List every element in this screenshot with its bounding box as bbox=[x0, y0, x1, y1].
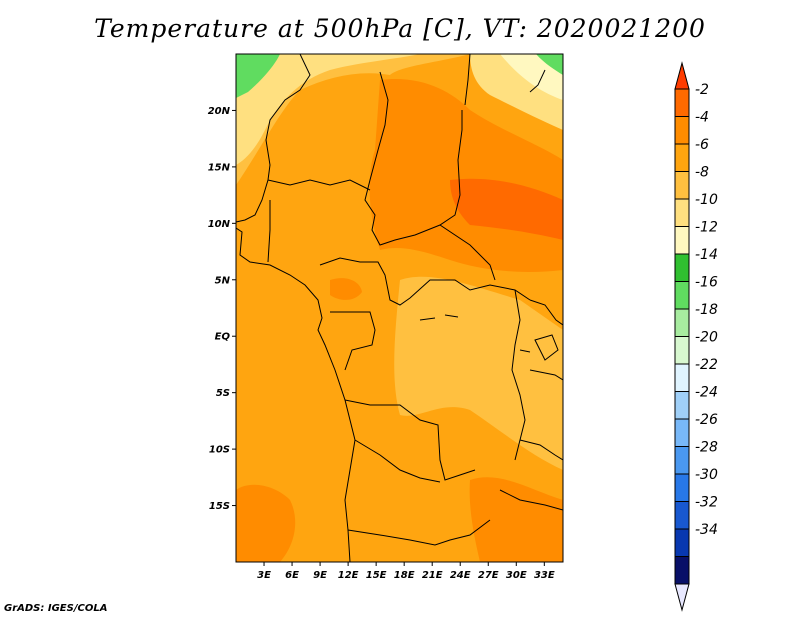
lon-tick-label: 30E bbox=[506, 570, 527, 581]
colorbar-label: -28 bbox=[695, 440, 718, 456]
lon-tick-label: 12E bbox=[338, 570, 359, 581]
colorbar-label: -12 bbox=[695, 220, 718, 236]
lon-tick-label: 21E bbox=[422, 570, 443, 581]
colorbar-swatch bbox=[674, 171, 690, 200]
colorbar-swatch bbox=[674, 446, 690, 475]
colorbar-swatch bbox=[674, 253, 690, 282]
colorbar-swatch bbox=[674, 281, 690, 310]
colorbar-swatch bbox=[674, 418, 690, 447]
colorbar-swatch bbox=[674, 528, 690, 557]
temperature-field bbox=[236, 54, 563, 562]
colorbar-swatch bbox=[674, 88, 690, 117]
colorbar-top-cap bbox=[674, 61, 690, 90]
colorbar-swatch bbox=[674, 473, 690, 502]
lat-tick-label: 10S bbox=[209, 445, 230, 456]
colorbar-label: -10 bbox=[695, 192, 718, 208]
colorbar: -2 -4 -6 -8 -10 -12 -14 -16 -18 -20 -22 -24 -26 -28 -3… bbox=[674, 61, 718, 612]
grads-credit: GrADS: IGES/COLA bbox=[4, 603, 108, 614]
colorbar-swatch bbox=[674, 143, 690, 172]
colorbar-label: -6 bbox=[695, 137, 709, 153]
colorbar-label: -4 bbox=[695, 110, 709, 126]
colorbar-swatch bbox=[674, 363, 690, 392]
country-borders bbox=[236, 54, 563, 562]
colorbar-bottom-cap bbox=[674, 583, 690, 612]
lon-tick-label: 9E bbox=[313, 570, 327, 581]
colorbar-label: -2 bbox=[695, 82, 709, 98]
lat-tick-label: 10N bbox=[208, 219, 231, 230]
lat-tick-label: 5N bbox=[215, 275, 231, 286]
colorbar-label: -30 bbox=[695, 467, 718, 483]
colorbar-swatch bbox=[674, 226, 690, 255]
colorbar-swatch bbox=[674, 198, 690, 227]
longitude-axis: 3E 6E 9E 12E 15E 18E 21E 24E 27E 30E 33E bbox=[257, 562, 555, 581]
colorbar-label: -22 bbox=[695, 357, 718, 373]
lon-tick-label: 18E bbox=[394, 570, 415, 581]
lon-tick-label: 27E bbox=[478, 570, 499, 581]
lat-tick-label: 20N bbox=[208, 106, 231, 117]
latitude-axis: 20N 15N 10N 5N EQ 5S 10S 15S bbox=[208, 106, 236, 512]
map-title: Temperature at 500hPa [C], VT: 202002120… bbox=[94, 14, 706, 43]
lon-tick-label: 24E bbox=[450, 570, 471, 581]
colorbar-swatch bbox=[674, 391, 690, 420]
colorbar-label: -18 bbox=[695, 302, 718, 318]
lon-tick-label: 33E bbox=[534, 570, 555, 581]
colorbar-swatch bbox=[674, 556, 690, 585]
lat-tick-label: EQ bbox=[215, 332, 231, 343]
lat-tick-label: 5S bbox=[216, 388, 230, 399]
lon-tick-label: 15E bbox=[366, 570, 387, 581]
colorbar-label: -26 bbox=[695, 412, 718, 428]
lon-tick-label: 3E bbox=[257, 570, 271, 581]
colorbar-swatch bbox=[674, 308, 690, 337]
map-frame bbox=[235, 53, 564, 563]
colorbar-label: -16 bbox=[695, 275, 718, 291]
colorbar-label: -14 bbox=[695, 247, 718, 263]
colorbar-label: -24 bbox=[695, 385, 718, 401]
lat-tick-label: 15N bbox=[208, 162, 231, 173]
lat-tick-label: 15S bbox=[209, 501, 230, 512]
colorbar-label: -20 bbox=[695, 330, 718, 346]
colorbar-label: -34 bbox=[695, 522, 718, 538]
colorbar-label: -32 bbox=[695, 495, 718, 511]
colorbar-swatch bbox=[674, 116, 690, 145]
colorbar-label: -8 bbox=[695, 165, 709, 181]
lon-tick-label: 6E bbox=[285, 570, 299, 581]
colorbar-swatch bbox=[674, 501, 690, 530]
colorbar-swatch bbox=[674, 336, 690, 365]
